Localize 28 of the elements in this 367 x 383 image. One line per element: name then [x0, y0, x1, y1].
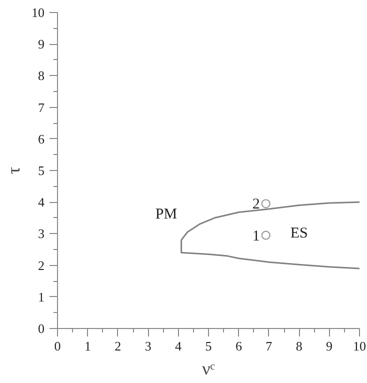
x-tick-label: 4 — [175, 338, 182, 354]
x-tick-label: 10 — [353, 338, 366, 354]
x-tick-label: 0 — [54, 338, 61, 354]
x-tick-label: 8 — [296, 338, 302, 354]
y-tick-label: 3 — [38, 226, 44, 242]
x-tick-label: 5 — [205, 338, 212, 354]
annotation: 2 — [252, 196, 260, 213]
y-tick-label: 1 — [38, 289, 44, 304]
x-tick-label: 1 — [84, 338, 91, 354]
x-tick-label: 2 — [114, 338, 122, 354]
y-tick-label: 0 — [38, 321, 44, 336]
y-tick-label: 10 — [32, 5, 44, 20]
annotation: 1 — [252, 228, 260, 244]
y-tick-label: 4 — [38, 194, 45, 210]
y-tick-label: 2 — [38, 258, 44, 273]
y-axis-title: τ — [4, 166, 24, 174]
x-tick-label: 7 — [266, 338, 273, 354]
y-tick-label: 9 — [38, 36, 44, 52]
x-tick-label: 6 — [235, 338, 242, 354]
annotation: ES — [290, 226, 308, 242]
annotation: PM — [155, 206, 178, 223]
y-tick-label: 7 — [38, 100, 45, 115]
x-tick-label: 9 — [326, 338, 333, 354]
x-tick-label: 3 — [144, 338, 152, 354]
y-tick-label: 8 — [38, 68, 44, 84]
y-tick-label: 6 — [38, 131, 45, 146]
x-axis-title: νᶜ — [202, 358, 216, 378]
y-tick-label: 5 — [38, 163, 44, 178]
